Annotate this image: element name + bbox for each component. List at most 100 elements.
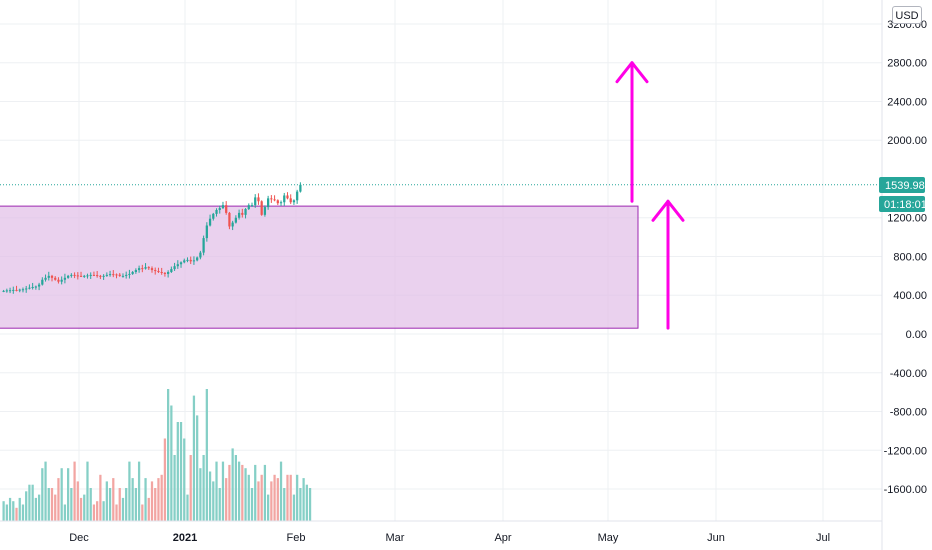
volume-bar [50, 488, 54, 521]
volume-bar [125, 488, 128, 521]
price-axis[interactable]: 3200.002800.002400.002000.001200.00800.0… [884, 19, 927, 496]
candle-body [57, 279, 60, 282]
volume-bar [57, 478, 60, 521]
candle-body [260, 201, 263, 215]
volume-bar [292, 494, 296, 521]
y-tick-label: -1200.00 [884, 445, 927, 457]
candle-body [21, 289, 25, 291]
drawn-arrows[interactable] [615, 61, 685, 330]
volume-bar [199, 468, 202, 521]
volume-bars [2, 389, 312, 521]
volume-bar [12, 501, 15, 521]
volume-bar [228, 464, 231, 521]
volume-bar [150, 481, 154, 521]
x-tick-label: Jun [707, 532, 725, 544]
volume-bar [276, 478, 279, 521]
volume-bar [215, 461, 218, 521]
candle-body [170, 269, 173, 272]
volume-bar [128, 461, 131, 521]
candle-body [276, 200, 279, 204]
candle-body [108, 274, 112, 276]
candle-body [157, 271, 160, 273]
candle-body [250, 205, 254, 207]
volume-bar [257, 481, 260, 521]
volume-bar [63, 504, 67, 521]
candle-body [118, 274, 121, 276]
volume-bar [5, 504, 8, 521]
volume-bar [79, 497, 83, 521]
volume-bar [28, 484, 31, 521]
volume-bar [247, 474, 250, 521]
candle-body [218, 208, 221, 210]
y-tick-label: 2400.00 [887, 96, 927, 108]
candle-body [50, 275, 54, 278]
volume-bar [134, 488, 137, 521]
volume-bar [250, 488, 254, 521]
volume-bar [273, 474, 276, 521]
time-axis[interactable]: Dec 2021 Feb Mar Apr May Jun Jul [69, 532, 830, 544]
candle-body [15, 289, 18, 291]
volume-bar [179, 422, 183, 521]
volume-bar [173, 455, 176, 521]
candle-body [150, 268, 154, 271]
volume-bar [131, 478, 134, 521]
volume-bar [205, 389, 208, 521]
candle-body [141, 268, 144, 270]
volume-bar [47, 488, 50, 521]
volume-bar [44, 461, 47, 521]
candle-body [18, 289, 21, 291]
candle-body [221, 205, 225, 209]
candle-body [279, 202, 283, 204]
candle-body [299, 184, 302, 192]
volume-bar [8, 497, 12, 521]
candle-body [99, 275, 102, 277]
volume-bar [283, 488, 286, 521]
candle-body [296, 191, 299, 201]
volume-bar [286, 474, 289, 521]
candle-body [225, 205, 228, 213]
volume-bar [92, 504, 96, 521]
candle-body [89, 274, 92, 276]
candle-body [47, 275, 50, 278]
y-tick-label: 400.00 [893, 290, 927, 302]
x-tick-label: Apr [494, 532, 511, 544]
candle-body [215, 209, 218, 214]
volume-bar [157, 478, 160, 521]
candle-body [125, 274, 128, 276]
candle-body [289, 198, 292, 203]
candle-body [163, 272, 167, 274]
volume-bar [167, 389, 170, 521]
y-tick-label: 800.00 [893, 251, 927, 263]
x-tick-label: 2021 [173, 532, 197, 544]
candle-body [179, 262, 183, 265]
volume-bar [237, 461, 241, 521]
highlight-zone[interactable] [0, 205, 639, 329]
candle-body [228, 212, 231, 227]
candle-body [60, 279, 63, 282]
candle-body [41, 279, 44, 285]
volume-bar [54, 494, 57, 521]
volume-bar [34, 497, 37, 521]
volume-bar [76, 481, 79, 521]
volume-bar [299, 488, 302, 521]
volume-bar [15, 507, 18, 521]
volume-bar [267, 494, 270, 521]
candle-body [208, 218, 212, 226]
countdown-tag: 01:18:01 [879, 196, 927, 212]
candle-body [244, 209, 247, 215]
volume-bar [70, 488, 73, 521]
volume-bar [41, 468, 44, 521]
volume-bar [115, 504, 118, 521]
volume-bar [279, 461, 283, 521]
volume-bar [89, 488, 92, 521]
candle-body [102, 275, 105, 277]
volume-bar [289, 474, 292, 521]
candle-body [257, 197, 260, 202]
candle-body [160, 271, 163, 273]
volume-bar [21, 504, 25, 521]
currency-button[interactable]: USD [892, 6, 922, 24]
volume-bar [2, 501, 5, 521]
volume-bar [25, 491, 28, 521]
volume-bar [192, 395, 196, 521]
